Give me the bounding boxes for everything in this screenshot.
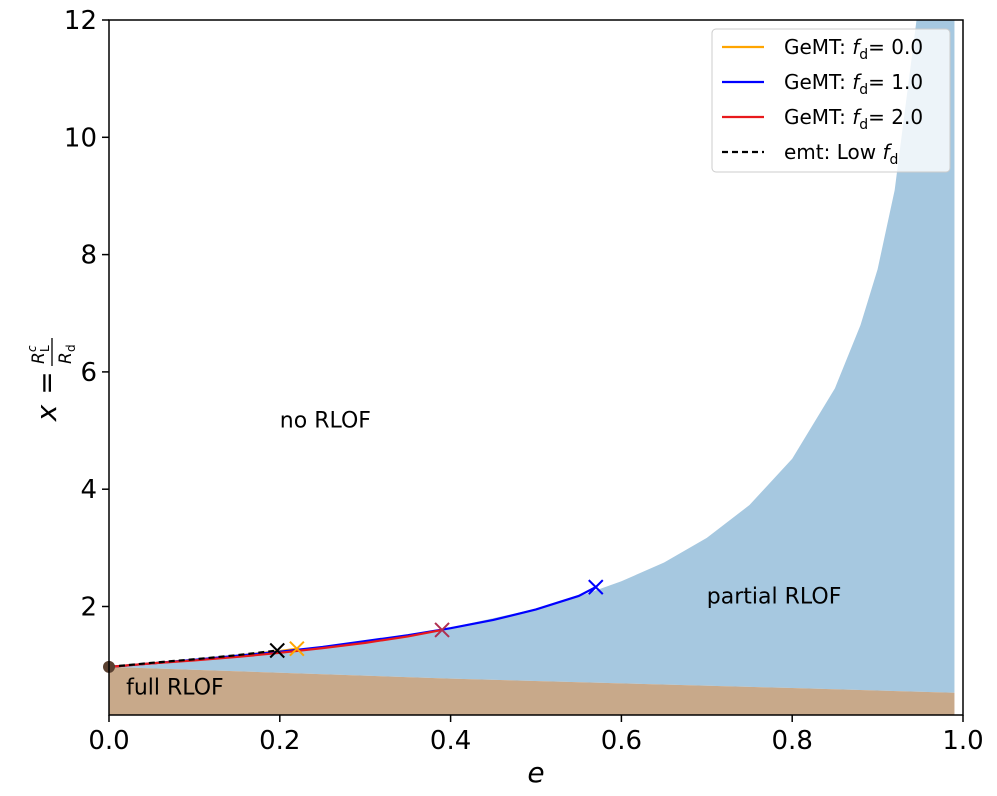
regions-layer xyxy=(109,20,955,715)
x-tick-label-2: 0.4 xyxy=(430,726,471,756)
series-end-marker-2 xyxy=(434,622,450,638)
legend: GeMT: fd= 0.0 GeMT: fd= 1.0 GeMT: fd= 2.0 e… xyxy=(711,28,951,173)
y-tick-label-5: 12 xyxy=(64,6,97,36)
x-tick-label-0: 0.0 xyxy=(88,726,129,756)
series-end-marker-1 xyxy=(588,579,604,595)
legend-label-3: emt: Low fd xyxy=(784,140,898,168)
x-tick-label-4: 0.8 xyxy=(772,726,813,756)
y-axis-title-num-r: R xyxy=(29,352,49,364)
y-tick-label-3: 8 xyxy=(80,241,97,271)
y-tick-label-4: 10 xyxy=(64,123,97,153)
region-label-2: full RLOF xyxy=(126,675,224,700)
x-tick-label-5: 1.0 xyxy=(942,726,983,756)
x-axis-title: e xyxy=(527,756,544,789)
region-label-1: partial RLOF xyxy=(707,585,842,610)
y-tick-label-2: 6 xyxy=(80,358,97,388)
y-axis-title-den-r: R xyxy=(56,352,76,364)
y-axis-title-num-sup: c xyxy=(25,345,39,352)
y-axis-title: x = R L c R d xyxy=(25,338,78,422)
region-label-0: no RLOF xyxy=(280,409,371,434)
region-labels-layer: no RLOF partial RLOF full RLOF xyxy=(126,409,841,701)
legend-label-0: GeMT: fd= 0.0 xyxy=(784,35,923,63)
y-axis-title-den-sub: d xyxy=(64,344,78,352)
full-rlof-region xyxy=(109,666,955,715)
legend-box xyxy=(711,28,951,173)
x-tick-label-3: 0.6 xyxy=(601,726,642,756)
y-axis-title-num-sub: L xyxy=(38,345,52,352)
partial-rlof-region xyxy=(109,20,955,693)
series-end-marker-0 xyxy=(289,641,305,657)
y-tick-label-1: 4 xyxy=(80,475,97,505)
x-tick-label-1: 0.2 xyxy=(259,726,300,756)
plot-frame xyxy=(108,19,964,716)
ticks-layer: 0.0 0.2 0.4 0.6 0.8 1.0 2 4 6 8 10 12 xyxy=(64,6,984,756)
legend-label-2: GeMT: fd= 2.0 xyxy=(784,105,923,133)
y-tick-label-0: 2 xyxy=(80,592,97,622)
legend-label-1: GeMT: fd= 1.0 xyxy=(784,70,923,98)
y-axis-title-eq: = xyxy=(30,371,63,394)
series-end-marker-3 xyxy=(269,642,285,659)
series-line-3 xyxy=(109,649,278,669)
y-axis-title-var: x xyxy=(30,404,63,422)
